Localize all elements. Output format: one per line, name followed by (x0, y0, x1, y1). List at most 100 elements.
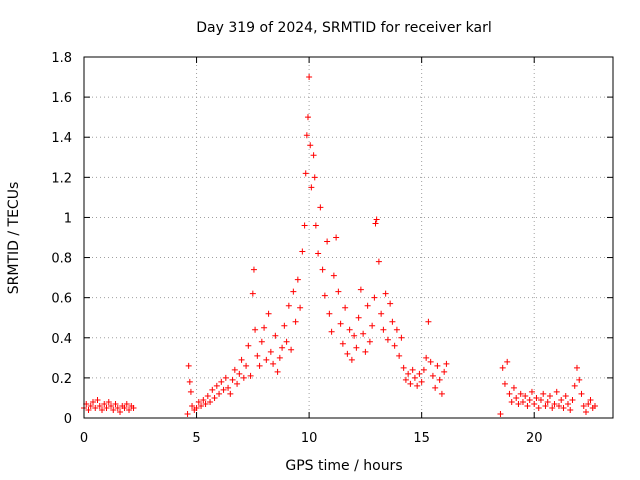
data-point (87, 402, 94, 409)
data-point (202, 400, 209, 407)
data-point (258, 338, 265, 345)
data-point (299, 248, 306, 255)
data-point (508, 398, 515, 405)
y-tick-label: 0.2 (51, 372, 72, 387)
data-point (321, 292, 328, 299)
data-point (96, 402, 103, 409)
data-point (222, 374, 229, 381)
data-point (85, 406, 92, 413)
data-point (101, 400, 108, 407)
data-point (126, 406, 133, 413)
data-point (372, 220, 379, 227)
data-point (252, 326, 259, 333)
data-point (425, 318, 432, 325)
data-point (420, 366, 427, 373)
data-point (245, 342, 252, 349)
data-point (306, 74, 313, 81)
data-point (302, 170, 309, 177)
x-tick-label: 10 (301, 431, 318, 446)
data-point (337, 320, 344, 327)
data-point (587, 396, 594, 403)
grid-layer (83, 56, 613, 419)
data-point (227, 390, 234, 397)
data-point (333, 234, 340, 241)
data-point (297, 304, 304, 311)
x-tick-label: 15 (413, 431, 430, 446)
data-point (591, 402, 598, 409)
data-point (515, 400, 522, 407)
data-point (288, 346, 295, 353)
data-point (344, 350, 351, 357)
data-point (416, 370, 423, 377)
data-point (578, 390, 585, 397)
data-point (274, 368, 281, 375)
data-point (519, 398, 526, 405)
x-tick-label: 0 (80, 431, 88, 446)
data-point (303, 132, 310, 139)
data-point (99, 406, 106, 413)
data-point (290, 288, 297, 295)
data-point (546, 392, 553, 399)
data-point (103, 404, 110, 411)
y-axis-label: SRMTID / TECUs (6, 182, 22, 295)
data-point (265, 310, 272, 317)
data-point (360, 330, 367, 337)
data-point (499, 364, 506, 371)
data-point (315, 250, 322, 257)
data-point (283, 338, 290, 345)
data-point (211, 394, 218, 401)
data-point (513, 394, 520, 401)
data-point (105, 398, 112, 405)
data-point (409, 366, 416, 373)
data-point (247, 372, 254, 379)
data-point (218, 378, 225, 385)
chart-title: Day 319 of 2024, SRMTID for receiver kar… (196, 20, 492, 36)
data-point (249, 290, 256, 297)
data-point (112, 400, 119, 407)
data-point (121, 404, 128, 411)
data-point (407, 380, 414, 387)
data-point (198, 402, 205, 409)
data-point (207, 398, 214, 405)
data-point (200, 396, 207, 403)
y-tick-label: 1.6 (51, 91, 72, 106)
y-tick-label: 1.4 (51, 131, 72, 146)
data-point (236, 370, 243, 377)
data-point (562, 392, 569, 399)
data-point (405, 370, 412, 377)
data-point (117, 408, 124, 415)
data-point (501, 380, 508, 387)
data-point (526, 396, 533, 403)
data-point (533, 394, 540, 401)
plot-frame (83, 56, 614, 419)
y-tick-label: 0 (64, 412, 72, 427)
data-point (576, 376, 583, 383)
data-point (185, 362, 192, 369)
data-point (328, 328, 335, 335)
data-point (418, 378, 425, 385)
data-point (382, 290, 389, 297)
data-point (186, 378, 193, 385)
data-point (92, 404, 99, 411)
data-point (294, 276, 301, 283)
data-point (510, 384, 517, 391)
y-tick-label: 1 (64, 211, 72, 226)
data-point (524, 402, 531, 409)
data-point (558, 396, 565, 403)
data-points (81, 74, 598, 417)
y-tick-label: 1.8 (51, 51, 72, 66)
data-point (187, 388, 194, 395)
data-point (355, 314, 362, 321)
data-point (531, 400, 538, 407)
data-point (267, 348, 274, 355)
data-point (220, 386, 227, 393)
data-point (411, 374, 418, 381)
x-tick-label: 20 (526, 431, 543, 446)
data-point (398, 334, 405, 341)
data-point (238, 356, 245, 363)
data-point (279, 344, 286, 351)
data-point (285, 302, 292, 309)
data-point (391, 342, 398, 349)
data-point (522, 392, 529, 399)
